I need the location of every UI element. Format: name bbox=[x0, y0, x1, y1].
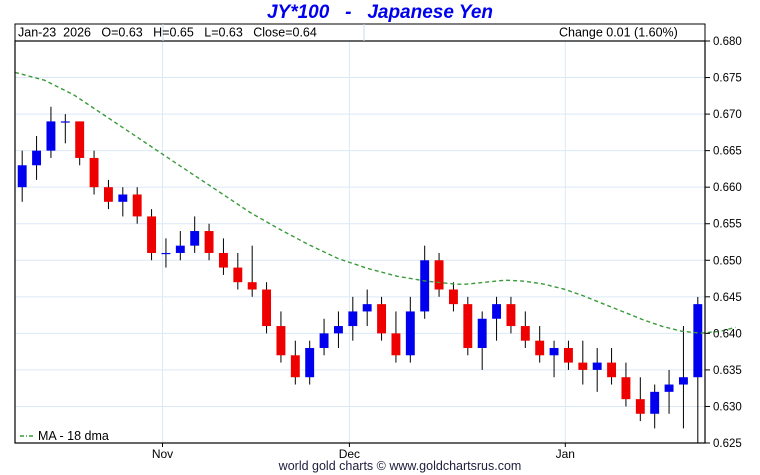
svg-text:0.665: 0.665 bbox=[713, 146, 742, 158]
svg-text:0.660: 0.660 bbox=[713, 182, 742, 194]
svg-text:MA - 18 dma: MA - 18 dma bbox=[38, 429, 109, 443]
svg-text:0.650: 0.650 bbox=[713, 255, 742, 267]
svg-text:0.640: 0.640 bbox=[713, 328, 742, 340]
svg-text:0.670: 0.670 bbox=[713, 109, 742, 121]
svg-text:0.635: 0.635 bbox=[713, 365, 742, 377]
svg-text:Change 0.01 (1.60%): Change 0.01 (1.60%) bbox=[559, 26, 678, 40]
svg-text:world gold charts © www.goldch: world gold charts © www.goldchartsrus.co… bbox=[278, 459, 522, 473]
svg-text:JY*100 - Japanese Yen: JY*100 - Japanese Yen bbox=[267, 2, 493, 23]
svg-text:Jan: Jan bbox=[556, 447, 575, 461]
svg-text:0.655: 0.655 bbox=[713, 219, 742, 231]
svg-text:0.680: 0.680 bbox=[713, 36, 742, 48]
svg-text:0.675: 0.675 bbox=[713, 73, 742, 85]
svg-text:Nov: Nov bbox=[152, 447, 173, 461]
svg-text:0.645: 0.645 bbox=[713, 292, 742, 304]
svg-text:0.630: 0.630 bbox=[713, 402, 742, 414]
svg-text:0.625: 0.625 bbox=[713, 438, 742, 450]
svg-text:Jan-23 2026 O=0.63 H=0.65: Jan-23 2026 O=0.63 H=0.65 L=0.63 Close=0… bbox=[18, 26, 317, 40]
